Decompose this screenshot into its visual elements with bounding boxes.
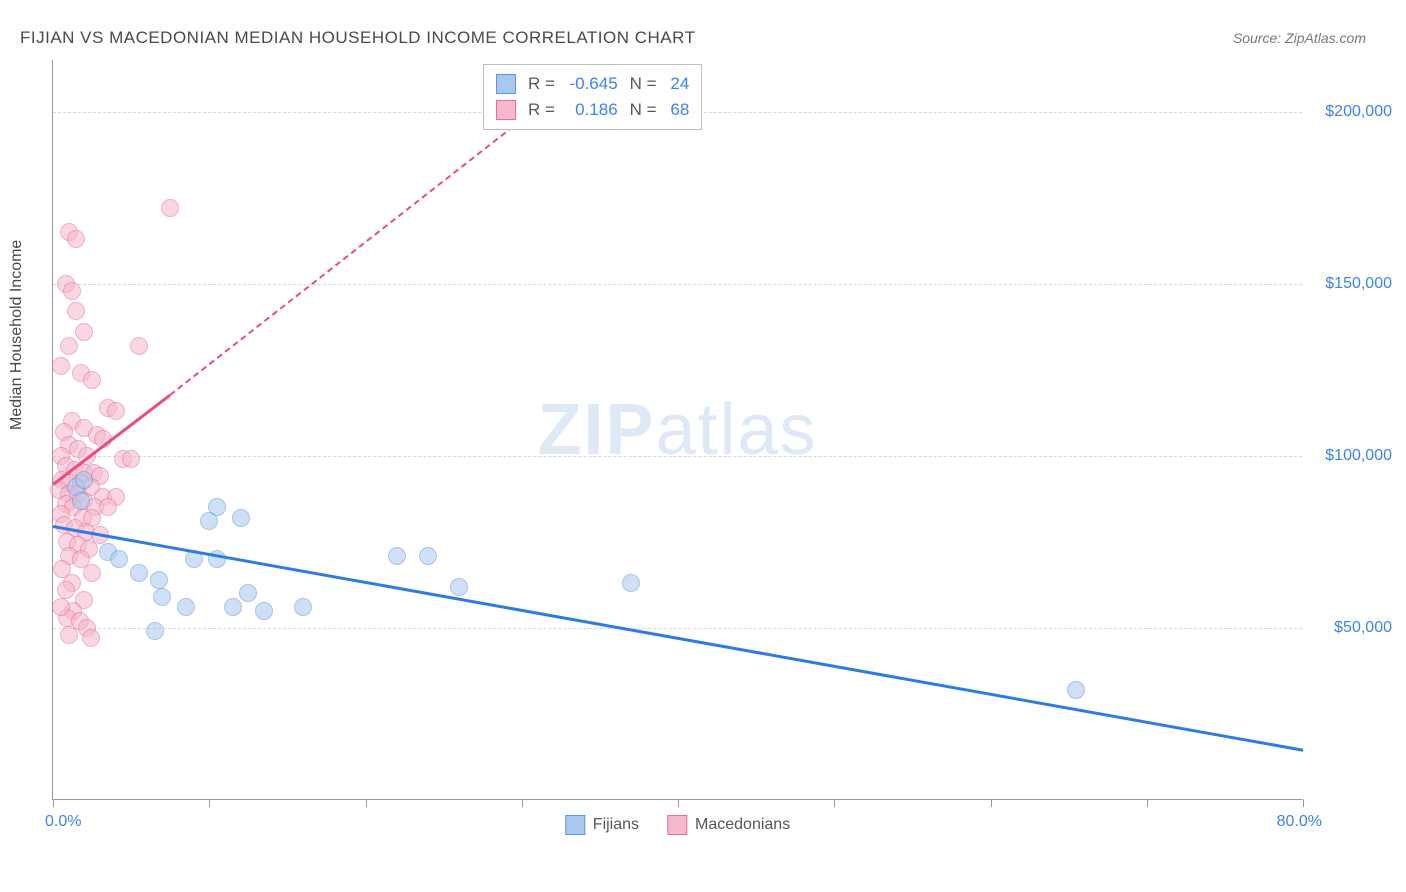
x-tick bbox=[53, 799, 54, 807]
watermark-bold: ZIP bbox=[537, 390, 655, 470]
scatter-point-fijians bbox=[232, 509, 250, 527]
scatter-point-macedonians bbox=[83, 371, 101, 389]
scatter-point-fijians bbox=[255, 602, 273, 620]
legend-swatch-macedonians bbox=[667, 815, 687, 835]
scatter-point-macedonians bbox=[52, 598, 70, 616]
scatter-point-macedonians bbox=[57, 581, 75, 599]
x-tick bbox=[834, 799, 835, 807]
y-axis-label: Median Household Income bbox=[8, 240, 26, 430]
y-tick-label: $150,000 bbox=[1312, 275, 1392, 293]
scatter-point-fijians bbox=[294, 598, 312, 616]
r-label-2: R = bbox=[528, 100, 560, 119]
legend-label-macedonians: Macedonians bbox=[695, 816, 790, 834]
r-value-macedonians: 0.186 bbox=[560, 97, 618, 123]
scatter-point-fijians bbox=[153, 588, 171, 606]
y-tick-label: $200,000 bbox=[1312, 103, 1392, 121]
scatter-point-fijians bbox=[419, 547, 437, 565]
source-attribution: Source: ZipAtlas.com bbox=[1233, 30, 1366, 46]
scatter-point-macedonians bbox=[60, 337, 78, 355]
gridline bbox=[53, 456, 1302, 457]
scatter-point-macedonians bbox=[75, 323, 93, 341]
watermark-light: atlas bbox=[655, 390, 817, 470]
n-value-fijians: 24 bbox=[661, 71, 689, 97]
x-tick bbox=[1147, 799, 1148, 807]
legend-item-fijians: Fijians bbox=[565, 815, 639, 835]
scatter-point-fijians bbox=[450, 578, 468, 596]
stats-row-fijians: R = -0.645 N = 24 bbox=[496, 71, 689, 97]
chart-title: FIJIAN VS MACEDONIAN MEDIAN HOUSEHOLD IN… bbox=[20, 28, 696, 48]
x-tick bbox=[366, 799, 367, 807]
swatch-fijians bbox=[496, 74, 516, 94]
scatter-point-fijians bbox=[200, 512, 218, 530]
stats-legend-box: R = -0.645 N = 24 R = 0.186 N = 68 bbox=[483, 64, 702, 130]
scatter-point-fijians bbox=[130, 564, 148, 582]
legend-bottom: Fijians Macedonians bbox=[565, 815, 790, 835]
plot-area: ZIPatlas 0.0% 80.0% Fijians Macedonians … bbox=[52, 60, 1302, 800]
scatter-point-macedonians bbox=[99, 498, 117, 516]
r-label-1: R = bbox=[528, 74, 560, 93]
x-axis-min-label: 0.0% bbox=[45, 813, 81, 831]
x-tick bbox=[991, 799, 992, 807]
x-tick bbox=[678, 799, 679, 807]
scatter-point-fijians bbox=[224, 598, 242, 616]
scatter-point-fijians bbox=[1067, 681, 1085, 699]
scatter-point-macedonians bbox=[82, 629, 100, 647]
n-value-macedonians: 68 bbox=[661, 97, 689, 123]
stats-row-macedonians: R = 0.186 N = 68 bbox=[496, 97, 689, 123]
scatter-point-fijians bbox=[622, 574, 640, 592]
scatter-point-macedonians bbox=[60, 626, 78, 644]
x-tick bbox=[209, 799, 210, 807]
scatter-point-macedonians bbox=[67, 230, 85, 248]
scatter-point-fijians bbox=[177, 598, 195, 616]
y-tick-label: $50,000 bbox=[1312, 619, 1392, 637]
scatter-point-fijians bbox=[110, 550, 128, 568]
scatter-point-macedonians bbox=[83, 564, 101, 582]
y-tick-label: $100,000 bbox=[1312, 447, 1392, 465]
scatter-point-fijians bbox=[239, 584, 257, 602]
title-row: FIJIAN VS MACEDONIAN MEDIAN HOUSEHOLD IN… bbox=[0, 0, 1406, 48]
n-label-2: N = bbox=[630, 100, 662, 119]
scatter-point-fijians bbox=[146, 622, 164, 640]
scatter-point-macedonians bbox=[52, 357, 70, 375]
chart-container: FIJIAN VS MACEDONIAN MEDIAN HOUSEHOLD IN… bbox=[0, 0, 1406, 892]
scatter-point-macedonians bbox=[130, 337, 148, 355]
scatter-point-macedonians bbox=[67, 302, 85, 320]
scatter-point-fijians bbox=[388, 547, 406, 565]
legend-label-fijians: Fijians bbox=[593, 816, 639, 834]
scatter-point-macedonians bbox=[107, 402, 125, 420]
legend-item-macedonians: Macedonians bbox=[667, 815, 790, 835]
legend-swatch-fijians bbox=[565, 815, 585, 835]
scatter-point-fijians bbox=[75, 471, 93, 489]
scatter-point-macedonians bbox=[122, 450, 140, 468]
x-tick bbox=[1303, 799, 1304, 807]
scatter-point-fijians bbox=[150, 571, 168, 589]
scatter-point-fijians bbox=[72, 492, 90, 510]
x-tick bbox=[522, 799, 523, 807]
trendline-fijians bbox=[53, 525, 1303, 751]
watermark-text: ZIPatlas bbox=[537, 389, 817, 471]
swatch-macedonians bbox=[496, 100, 516, 120]
gridline bbox=[53, 628, 1302, 629]
scatter-point-macedonians bbox=[161, 199, 179, 217]
trendline-macedonians-dashed bbox=[170, 95, 554, 396]
n-label-1: N = bbox=[630, 74, 662, 93]
scatter-point-macedonians bbox=[63, 282, 81, 300]
gridline bbox=[53, 284, 1302, 285]
x-axis-max-label: 80.0% bbox=[1277, 813, 1322, 831]
r-value-fijians: -0.645 bbox=[560, 71, 618, 97]
